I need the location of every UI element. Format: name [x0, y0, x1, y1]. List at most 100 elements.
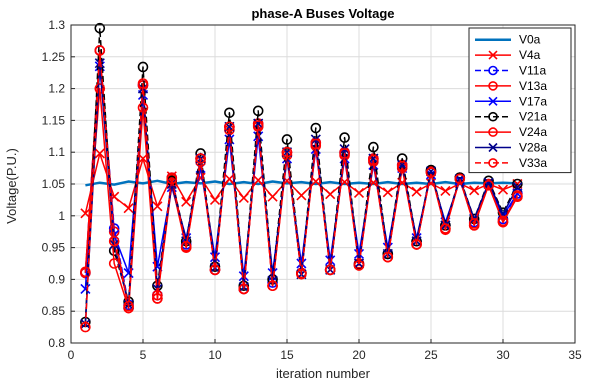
data-point-v4a-stroke-b	[440, 185, 451, 197]
x-tick-label: 10	[208, 348, 222, 362]
data-point-v4a	[94, 148, 105, 159]
data-point-v4a	[238, 192, 249, 204]
ticks: 0 5 10 15 20 25 30 35 0.8 0.85 0.9 0.95 1 1.05 1.1 1.15…	[42, 18, 582, 362]
legend-marker-v24a	[488, 127, 498, 137]
x-tick-label: 35	[568, 348, 582, 362]
data-point-v24a	[137, 102, 149, 113]
data-point-v33a	[252, 120, 264, 131]
legend-marker-v17a-stroke-b	[488, 96, 498, 106]
data-point-v4a-stroke-b	[469, 185, 480, 196]
data-point-v24a	[80, 266, 91, 278]
data-point-v4a	[382, 187, 393, 198]
data-point-v4a	[296, 190, 307, 201]
data-point-v4a-stroke-b	[209, 194, 221, 205]
data-point-v21a	[137, 61, 149, 73]
data-point-v17a-stroke-b	[353, 248, 365, 260]
data-point-v33a	[94, 45, 106, 56]
data-point-v33a	[123, 300, 134, 312]
legend-marker-v28a	[488, 142, 498, 153]
data-point-v33a	[310, 138, 322, 150]
data-point-v4a	[181, 196, 192, 207]
series-line-v33a	[84, 49, 519, 328]
data-point-v17a-stroke-b	[80, 283, 91, 295]
legend-marker-v4a-stroke-b	[488, 50, 498, 60]
data-point-v4a-stroke-b	[152, 201, 163, 212]
data-point-v4a	[123, 203, 134, 214]
data-point-v21a	[252, 105, 264, 117]
legend-item-v21a: V21a	[475, 110, 547, 124]
data-point-v4a-stroke-b	[123, 203, 134, 214]
legend-item-v4a: V4a	[475, 48, 541, 62]
data-point-v4a	[411, 186, 422, 197]
data-point-v33a	[396, 160, 408, 172]
legend-item-v24a: V24a	[475, 125, 547, 139]
data-point-v33a	[209, 264, 221, 276]
data-point-v17a-stroke-b	[325, 255, 336, 266]
legend-label-v21a: V21a	[519, 110, 547, 124]
data-point-v17a	[209, 252, 221, 263]
data-point-v4a	[253, 175, 264, 186]
y-tick-label: 0.9	[48, 272, 65, 286]
legend-item-v11a: V11a	[475, 64, 546, 78]
data-point-v33a	[353, 260, 365, 271]
data-point-v33a	[324, 264, 336, 276]
data-point-v33a	[80, 321, 91, 333]
data-point-v4a-stroke-b	[80, 208, 91, 219]
data-point-v24a	[281, 150, 293, 161]
data-point-v33a	[339, 148, 350, 159]
data-point-v4a	[325, 189, 336, 200]
data-point-v17a	[296, 258, 307, 269]
data-point-v17a-stroke-b	[238, 271, 249, 282]
data-point-v4a	[497, 184, 509, 195]
legend-label-v4a: V4a	[519, 48, 541, 62]
legend-marker-v33a	[488, 158, 498, 168]
data-point-v17a	[353, 248, 365, 260]
data-point-v28a-stroke-b	[483, 177, 494, 188]
x-tick-label: 20	[352, 348, 366, 362]
data-point-v4a	[224, 173, 235, 184]
y-tick-label: 1.25	[42, 50, 66, 64]
data-point-v28a	[253, 118, 264, 129]
data-point-v4a	[152, 201, 163, 212]
series-v33a	[80, 45, 523, 333]
data-point-v4a-stroke-b	[325, 189, 336, 200]
y-tick-label: 1.15	[42, 113, 66, 127]
data-point-v33a	[296, 269, 307, 280]
data-point-v4a	[440, 185, 451, 197]
data-point-v4a-stroke-b	[253, 175, 264, 186]
data-point-v33a	[483, 179, 494, 191]
data-point-v17a-stroke-b	[296, 258, 307, 269]
y-tick-label: 1	[58, 209, 65, 223]
data-point-v17a-stroke-b	[224, 134, 235, 145]
y-tick-label: 1.2	[48, 82, 65, 96]
y-tick-label: 0.95	[42, 241, 66, 255]
data-point-v33a	[108, 235, 120, 247]
x-tick-label: 15	[280, 348, 294, 362]
data-point-v24a	[94, 83, 106, 94]
legend-marker-v21a	[488, 111, 498, 122]
x-tick-label: 0	[68, 348, 75, 362]
x-tick-label: 25	[424, 348, 438, 362]
data-point-v4a-stroke-b	[224, 173, 235, 184]
data-point-v21a	[94, 22, 106, 34]
data-point-v33a	[468, 218, 480, 229]
x-tick-label: 5	[140, 348, 147, 362]
data-point-v33a	[166, 173, 178, 185]
y-tick-label: 1.05	[42, 177, 66, 191]
legend-item-v13a: V13a	[475, 79, 547, 93]
legend-marker-v17a	[488, 96, 498, 106]
legend-marker-v28a-stroke-b	[488, 142, 498, 153]
legend-item-v33a: V33a	[475, 156, 547, 170]
x-tick-label: 30	[496, 348, 510, 362]
data-point-v21a	[368, 141, 379, 153]
data-point-v33a	[267, 280, 278, 292]
legend-item-v28a: V28a	[475, 141, 547, 155]
legend-marker-v13a	[488, 81, 498, 91]
legend-label-v33a: V33a	[519, 156, 547, 170]
legend-item-v0a: V0a	[475, 33, 541, 47]
data-point-v17a	[238, 271, 249, 282]
data-point-v4a-stroke-b	[310, 176, 321, 187]
